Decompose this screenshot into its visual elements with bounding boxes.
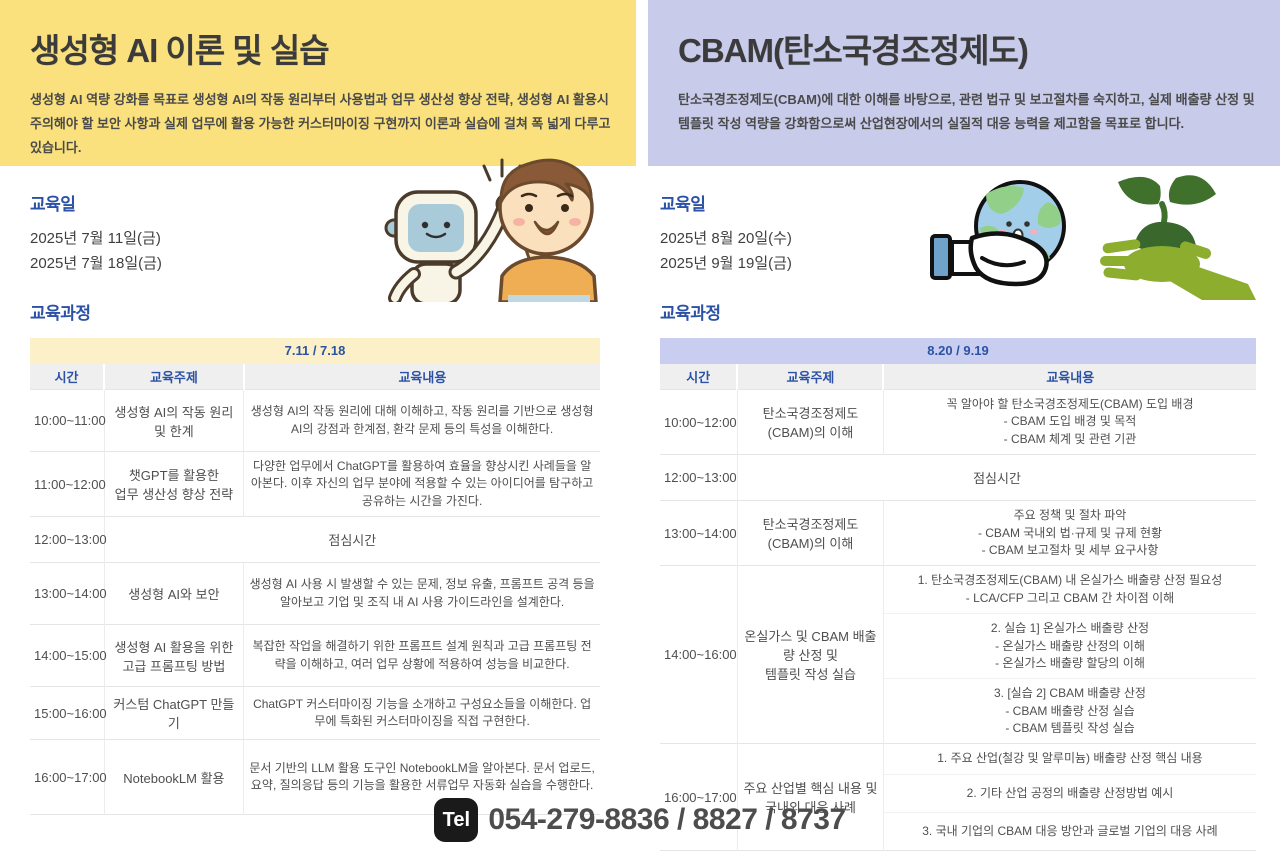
left-schedule-heading: 교육일 [30,195,76,214]
left-course-section: 교육일 2025년 7월 11일(금) 2025년 7월 18일(금) 교육과정… [30,190,600,815]
topic-cell: 커스텀 ChatGPT 만들기 [103,686,244,740]
col-content: 교육내용 [242,363,600,390]
time-cell: 11:00~12:00 [30,450,106,517]
table-subrow: 3. [실습 2] CBAM 배출량 산정 - CBAM 배출량 산정 실습 -… [660,678,1256,744]
time-cell: 10:00~11:00 [30,389,106,452]
lunch-cell: 점심시간 [103,516,600,563]
content-subcell: 3. 국내 기업의 CBAM 대응 방안과 글로벌 기업의 대응 사례 [882,811,1256,851]
time-cell: 12:00~13:00 [660,454,738,501]
lunch-row: 12:00~13:00 점심시간 [30,516,600,563]
left-column-header-row: 시간 교육주제 교육내용 [30,363,600,390]
content-subcell: 1. 탄소국경조정제도(CBAM) 내 온실가스 배출량 산정 필요성 - LC… [882,565,1256,614]
content-cell: 주요 정책 및 절차 파악 - CBAM 국내외 법·규제 및 규제 현황 - … [882,500,1256,566]
content-subcell: 2. 실습 1] 온실가스 배출량 산정 - 온실가스 배출량 산정의 이해 -… [882,613,1256,679]
time-cell: 10:00~12:00 [660,388,738,455]
right-course-description: 탄소국경조정제도(CBAM)에 대한 이해를 바탕으로, 관련 법규 및 보고절… [678,92,1255,132]
left-course-header: 생성형 AI 이론 및 실습 생성형 AI 역량 강화를 목표로 생성형 AI의… [0,0,636,166]
right-dates: 2025년 8월 20일(수) 2025년 9월 19일(금) [660,227,1256,277]
topic-cell: 주요 산업별 핵심 내용 및 국내외 대응 사례 [736,743,884,851]
hand-holding-seedling-illustration [1100,175,1256,300]
time-cell: 12:00~13:00 [30,516,107,563]
topic-cell: 생성형 AI의 작동 원리 및 한계 [103,389,244,452]
right-date-1: 2025년 8월 20일(수) [660,230,792,247]
left-dates: 2025년 7월 11일(금) 2025년 7월 18일(금) [30,227,600,277]
left-curriculum-table: 7.11 / 7.18 시간 교육주제 교육내용 10:00~11:00 생성형… [30,337,600,816]
time-cell: 16:00~17:00 [660,743,738,851]
table-row: 15:00~16:00 커스텀 ChatGPT 만들기 ChatGPT 커스터마… [30,686,600,740]
content-cell: 문서 기반의 LLM 활용 도구인 NotebookLM을 알아본다. 문서 업… [243,739,600,815]
content-cell: 생성형 AI 사용 시 발생할 수 있는 문제, 정보 유출, 프롬프트 공격 … [243,562,600,625]
col-topic: 교육주제 [736,363,884,390]
topic-cell: 탄소국경조정제도(CBAM)의 이해 [736,500,884,566]
tel-numbers: 054-279-8836 / 8827 / 8737 [488,803,846,836]
lunch-cell: 점심시간 [736,454,1256,501]
right-schedule-heading: 교육일 [660,195,706,214]
contact-footer: Tel 054-279-8836 / 8827 / 8737 [0,798,1280,842]
left-course-description: 생성형 AI 역량 강화를 목표로 생성형 AI의 작동 원리부터 사용법과 업… [30,92,611,156]
right-curriculum-heading: 교육과정 [660,303,721,323]
table-subrow: 2. 기타 산업 공정의 배출량 산정방법 예시 [660,773,1256,813]
lunch-row: 12:00~13:00 점심시간 [660,454,1256,501]
right-course-header: CBAM(탄소국경조정제도) 탄소국경조정제도(CBAM)에 대한 이해를 바탕… [648,0,1280,166]
tel-icon: Tel [434,798,479,842]
table-row: 11:00~12:00 챗GPT를 활용한 업무 생산성 향상 전략 다양한 업… [30,450,600,517]
table-row: 16:00~17:00 NotebookLM 활용 문서 기반의 LLM 활용 … [30,739,600,815]
left-curriculum-heading: 교육과정 [30,303,91,323]
topic-cell: 생성형 AI 활용을 위한 고급 프롬프팅 방법 [103,624,244,687]
hand-holding-earth-illustration [930,180,1066,287]
time-cell: 16:00~17:00 [30,739,107,815]
content-subcell: 2. 기타 산업 공정의 배출량 산정방법 예시 [882,773,1256,813]
left-date-1: 2025년 7월 11일(금) [30,230,161,247]
table-row: 10:00~11:00 생성형 AI의 작동 원리 및 한계 생성형 AI의 작… [30,389,600,452]
right-course-title: CBAM(탄소국경조정제도) [678,32,1029,69]
col-topic: 교육주제 [103,363,244,390]
content-cell: 복잡한 작업을 해결하기 위한 프롬프트 설계 원칙과 고급 프롬프팅 전략을 … [243,624,600,687]
table-row: 14:00~15:00 생성형 AI 활용을 위한 고급 프롬프팅 방법 복잡한… [30,624,600,687]
table-row: 10:00~12:00 탄소국경조정제도(CBAM)의 이해 꼭 알아야 할 탄… [660,388,1256,455]
time-cell: 14:00~16:00 [660,565,738,744]
table-row-merged: 16:00~17:00 주요 산업별 핵심 내용 및 국내외 대응 사례 1. … [660,743,1256,851]
time-cell: 14:00~15:00 [30,624,107,687]
table-row: 13:00~14:00 생성형 AI와 보안 생성형 AI 사용 시 발생할 수… [30,562,600,625]
table-row-merged: 14:00~16:00 온실가스 및 CBAM 배출량 산정 및 템플릿 작성 … [660,565,1256,744]
topic-cell: 챗GPT를 활용한 업무 생산성 향상 전략 [103,450,244,517]
left-date-band: 7.11 / 7.18 [30,337,600,364]
table-row: 13:00~14:00 탄소국경조정제도(CBAM)의 이해 주요 정책 및 절… [660,500,1256,566]
col-time: 시간 [660,363,738,390]
right-curriculum-table: 8.20 / 9.19 시간 교육주제 교육내용 10:00~12:00 탄소국… [660,337,1256,851]
time-cell: 13:00~14:00 [30,562,107,625]
col-time: 시간 [30,363,105,390]
content-cell: 다양한 업무에서 ChatGPT를 활용하여 효율을 향상시킨 사례들을 알아본… [243,450,600,517]
left-date-2: 2025년 7월 18일(금) [30,254,162,272]
topic-cell: 온실가스 및 CBAM 배출량 산정 및 템플릿 작성 실습 [736,565,884,744]
table-subrow: 2. 실습 1] 온실가스 배출량 산정 - 온실가스 배출량 산정의 이해 -… [660,613,1256,679]
right-column-header-row: 시간 교육주제 교육내용 [660,363,1256,390]
content-cell: 생성형 AI의 작동 원리에 대해 이해하고, 작동 원리를 기반으로 생성형 … [243,389,600,452]
time-cell: 15:00~16:00 [30,686,107,740]
table-subrow: 3. 국내 기업의 CBAM 대응 방안과 글로벌 기업의 대응 사례 [660,811,1256,851]
right-date-2: 2025년 9월 19일(금) [660,254,792,272]
col-content: 교육내용 [882,363,1256,390]
content-subcell: 3. [실습 2] CBAM 배출량 산정 - CBAM 배출량 산정 실습 -… [882,678,1256,744]
left-course-title: 생성형 AI 이론 및 실습 [30,32,330,69]
topic-cell: 탄소국경조정제도(CBAM)의 이해 [736,388,884,455]
time-cell: 13:00~14:00 [660,500,738,566]
content-cell: ChatGPT 커스터마이징 기능을 소개하고 구성요소들을 이해한다. 업무에… [243,686,600,740]
content-cell: 꼭 알아야 할 탄소국경조정제도(CBAM) 도입 배경 - CBAM 도입 배… [882,388,1256,455]
content-subcell: 1. 주요 산업(철강 및 알루미늄) 배출량 산정 핵심 내용 [882,743,1256,775]
topic-cell: NotebookLM 활용 [103,739,244,815]
topic-cell: 생성형 AI와 보안 [103,562,244,625]
right-course-section: 교육일 2025년 8월 20일(수) 2025년 9월 19일(금) 교육과정… [660,190,1256,851]
robot-boy-highfive-illustration [384,158,598,302]
right-date-band: 8.20 / 9.19 [660,337,1256,364]
